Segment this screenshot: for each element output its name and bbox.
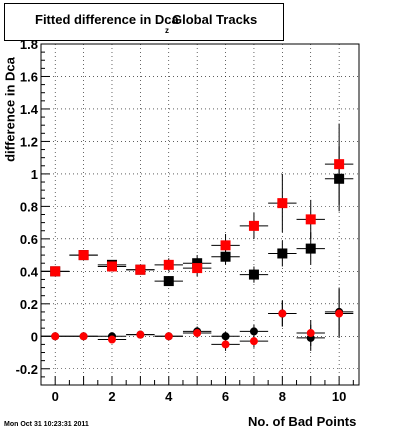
data-point-circle (221, 332, 230, 341)
data-point-square (277, 248, 288, 259)
data-point-square (106, 261, 117, 272)
data-point-circle (79, 332, 88, 341)
data-point-square (163, 276, 174, 287)
y-tick-label: 0.8 (20, 199, 38, 214)
x-tick-label: 4 (165, 389, 173, 404)
data-point-square (248, 220, 259, 231)
data-point-square (192, 263, 203, 274)
chart-title-tail: Global Tracks (172, 12, 258, 27)
data-point-square (305, 243, 316, 254)
y-axis-label: difference in Dca (2, 57, 18, 162)
data-point-square (163, 259, 174, 270)
data-point-circle (306, 329, 315, 338)
x-tick-label: 10 (332, 389, 346, 404)
data-point-square (248, 269, 259, 280)
x-tick-label: 6 (222, 389, 229, 404)
y-tick-label: 1 (31, 167, 38, 182)
data-marks (41, 123, 354, 351)
data-point-circle (107, 335, 116, 344)
chart-title-subscript: z (165, 26, 169, 35)
x-tick-label: 0 (52, 389, 59, 404)
data-point-square (78, 250, 89, 261)
chart-title: Fitted difference in Dca (35, 12, 179, 27)
x-tick-label: 8 (279, 389, 286, 404)
axes: 0 2 4 6 8 10-0.200.20.40.60.811.21.41.61.8 (16, 37, 354, 404)
data-point-square (50, 266, 61, 277)
y-tick-label: 1.4 (20, 102, 39, 117)
y-tick-label: 1.2 (20, 134, 38, 149)
y-tick-label: 0.6 (20, 232, 38, 247)
data-point-circle (249, 327, 258, 336)
x-axis-label: No. of Bad Points (248, 414, 357, 429)
data-point-circle (221, 340, 230, 349)
y-tick-label: 0.4 (20, 264, 39, 279)
data-point-square (220, 240, 231, 251)
data-point-circle (164, 332, 173, 341)
data-point-circle (278, 309, 287, 318)
data-point-square (305, 214, 316, 225)
data-point-square (277, 198, 288, 209)
y-tick-label: -0.2 (16, 362, 38, 377)
y-tick-label: 0 (31, 329, 38, 344)
data-point-circle (249, 337, 258, 346)
timestamp: Mon Oct 31 10:23:31 2011 (4, 421, 89, 428)
data-point-circle (51, 332, 60, 341)
chart-title-box: Fitted difference in Dca z Global Tracks (4, 3, 284, 41)
x-tick-label: 2 (108, 389, 115, 404)
data-point-circle (193, 329, 202, 338)
data-point-square (135, 264, 146, 275)
data-point-circle (335, 309, 344, 318)
data-point-square (334, 159, 345, 170)
grid (41, 43, 359, 385)
y-tick-label: 0.2 (20, 297, 38, 312)
data-point-circle (136, 330, 145, 339)
y-tick-label: 1.6 (20, 69, 38, 84)
